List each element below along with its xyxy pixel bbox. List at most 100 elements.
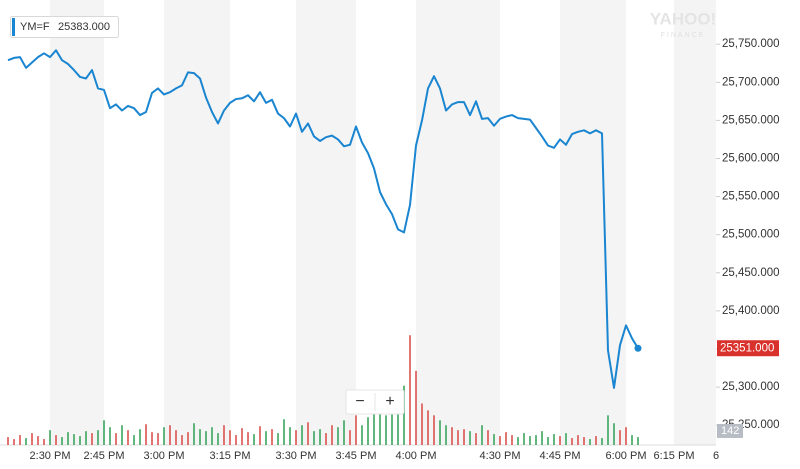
volume-bar [373, 410, 375, 445]
volume-bar [169, 425, 171, 445]
volume-bar [19, 435, 21, 445]
volume-bar [349, 430, 351, 445]
volume-bar [529, 436, 531, 445]
volume-bar [505, 432, 507, 445]
volume-bar [631, 435, 633, 445]
legend-swatch [12, 18, 15, 36]
volume-bar [559, 436, 561, 445]
volume-bar [187, 432, 189, 445]
volume-bar [151, 432, 153, 445]
volume-bar [229, 430, 231, 445]
volume-bar [463, 429, 465, 445]
price-line [7, 49, 639, 389]
volume-bar [397, 395, 399, 445]
zoom-in-button[interactable]: + [385, 393, 394, 410]
volume-bar [7, 437, 9, 445]
current-price-tag [717, 340, 779, 357]
y-tick-label: 25,500.000 [722, 229, 780, 241]
volume-bar [55, 435, 57, 445]
volume-bar [223, 425, 225, 445]
volume-bar [85, 431, 87, 445]
volume-bar [127, 430, 129, 445]
y-tick-label: 25,700.000 [722, 76, 780, 88]
volume-bar [271, 429, 273, 445]
x-tick-label: 6 [713, 450, 719, 462]
volume-bar [571, 438, 573, 445]
volume-bar [583, 437, 585, 445]
legend-value: 25383.000 [58, 21, 110, 33]
volume-bar [379, 403, 381, 445]
volume-bar [25, 438, 27, 445]
volume-bar [97, 430, 99, 445]
volume-bar [415, 370, 417, 445]
volume-bar [619, 430, 621, 445]
volume-bar [313, 431, 315, 445]
volume-bar [589, 439, 591, 445]
volume-bar [553, 434, 555, 445]
volume-bar [13, 439, 15, 445]
x-tick-label: 3:15 PM [210, 450, 251, 462]
volume-bar [355, 415, 357, 445]
volume-bar [259, 426, 261, 445]
last-point [634, 344, 642, 352]
volume-bar [607, 415, 609, 445]
volume-bar [637, 437, 639, 445]
volume-bar [121, 425, 123, 445]
volume-bar [115, 433, 117, 445]
volume-bar [481, 425, 483, 445]
volume-bar [511, 435, 513, 445]
x-tick-label: 3:00 PM [144, 450, 185, 462]
volume-bar [613, 423, 615, 445]
volume-bar [565, 433, 567, 445]
volume-bar [301, 425, 303, 445]
zoom-controls: − + [345, 389, 405, 415]
volume-bar [403, 385, 405, 445]
volume-bar [337, 427, 339, 445]
x-tick-label: 2:45 PM [84, 450, 125, 462]
y-tick-label: 25,750.000 [722, 38, 780, 50]
watermark-sub: FINANCE [661, 32, 706, 39]
time-band [50, 0, 104, 445]
volume-bar [523, 433, 525, 445]
volume-bar [319, 429, 321, 445]
plot [7, 49, 642, 445]
volume-bar [103, 420, 105, 445]
volume-bar [289, 427, 291, 445]
volume-bar [445, 425, 447, 445]
volume-bar [325, 433, 327, 445]
current-price-label: 25351.000 [720, 342, 774, 354]
volume-bar [409, 335, 411, 445]
time-bands [0, 0, 716, 446]
volume-bar [361, 425, 363, 445]
volume-bar [535, 435, 537, 445]
volume-bar [217, 433, 219, 445]
volume-bar [277, 433, 279, 445]
volume-bar [175, 430, 177, 445]
volume-bar [475, 433, 477, 445]
volume-bar [601, 438, 603, 445]
x-tick-label: 4:45 PM [540, 450, 581, 462]
volume-bar [367, 417, 369, 445]
volume-bar [385, 415, 387, 445]
watermark-brand: YAHOO! [650, 9, 716, 28]
volume-bar [331, 425, 333, 445]
zoom-out-button[interactable]: − [355, 393, 364, 410]
volume-bar [517, 437, 519, 445]
volume-bar [547, 437, 549, 445]
volume-bar [133, 435, 135, 445]
volume-bar [499, 436, 501, 445]
volume-bar [211, 427, 213, 445]
volume-bar [163, 427, 165, 445]
volume-bar [199, 429, 201, 445]
time-band [560, 0, 626, 445]
volume-bar [451, 427, 453, 445]
volume-bar [487, 430, 489, 445]
x-tick-label: 3:30 PM [276, 450, 317, 462]
volume-bar [139, 429, 141, 445]
volume-bar [577, 435, 579, 445]
volume-bar [43, 439, 45, 445]
volume-bar [307, 422, 309, 445]
volume-bar [595, 436, 597, 445]
x-tick-label: 2:30 PM [30, 450, 71, 462]
volume-bar [109, 427, 111, 445]
